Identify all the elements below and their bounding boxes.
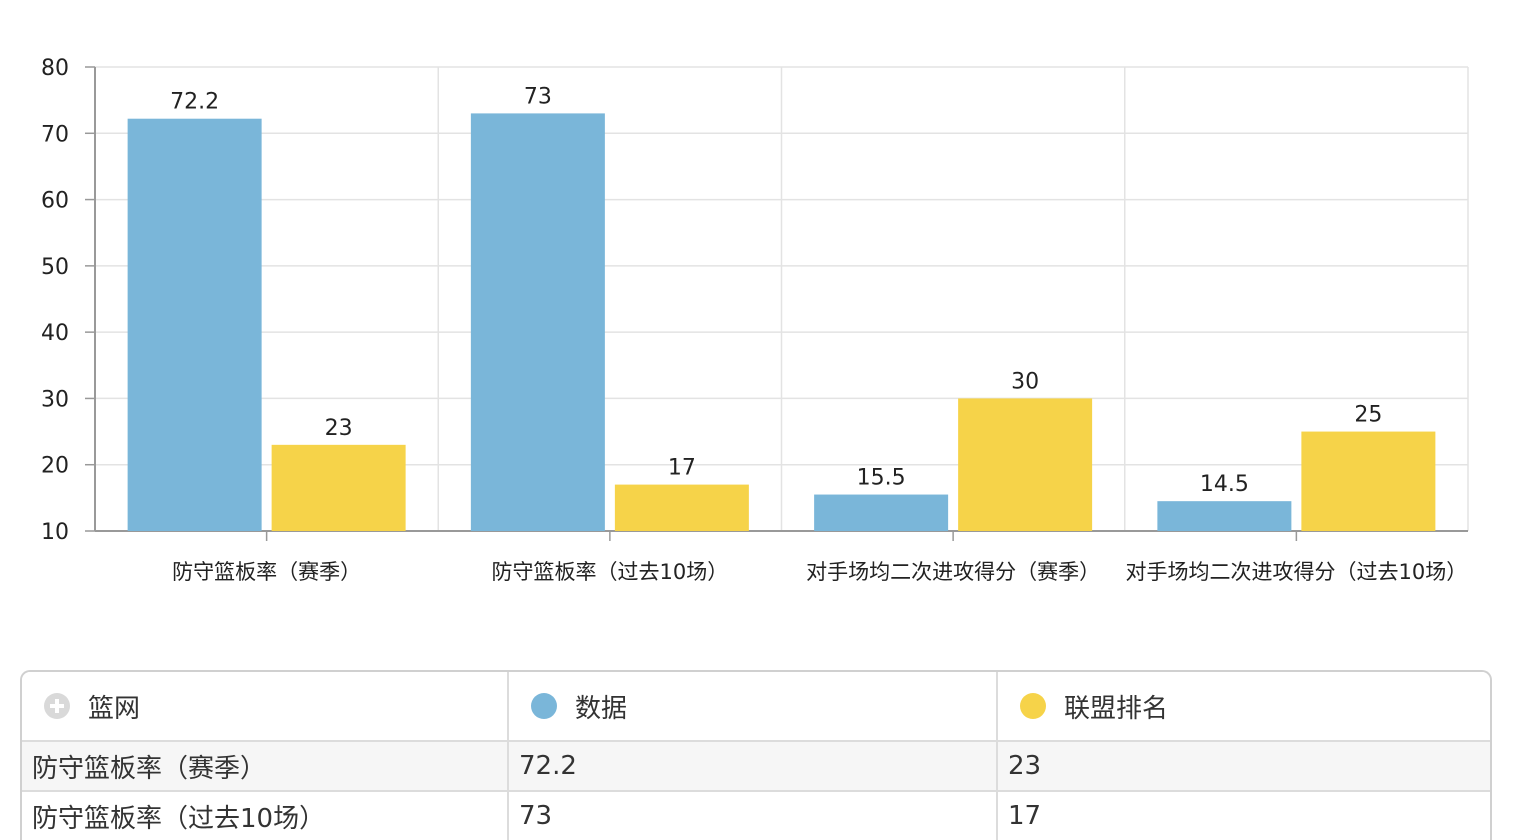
- y-tick-label: 70: [41, 122, 69, 147]
- data-label: 14.5: [1200, 472, 1249, 497]
- table-row: 防守篮板率（赛季） 72.2 23: [22, 740, 1490, 790]
- row-value-cell: 73: [509, 792, 998, 840]
- y-tick-label: 10: [41, 520, 69, 545]
- y-tick-label: 30: [41, 387, 69, 412]
- data-label: 73: [524, 84, 552, 109]
- table-row: 防守篮板率（过去10场） 73 17: [22, 790, 1490, 840]
- data-label: 30: [1011, 369, 1039, 394]
- header-rank-cell[interactable]: 联盟排名: [998, 672, 1490, 740]
- series-data-legend-dot: [531, 693, 557, 719]
- bar-rank: [958, 398, 1093, 531]
- row-rank-cell: 17: [1008, 801, 1042, 831]
- y-tick-label: 60: [41, 189, 69, 214]
- bar-data: [814, 494, 949, 531]
- y-tick-label: 40: [41, 321, 69, 346]
- y-tick-label: 20: [41, 454, 69, 479]
- bar-rank: [614, 484, 749, 531]
- data-label: 25: [1354, 403, 1382, 428]
- expand-plus-icon[interactable]: [44, 693, 70, 719]
- y-tick-label: 50: [41, 255, 69, 280]
- series-rank-legend-dot: [1020, 693, 1046, 719]
- data-table: 篮网 数据 联盟排名 防守篮板率（赛季） 72.2 23 防守篮板率（过去10场…: [20, 670, 1492, 840]
- header-team-cell: 篮网: [22, 672, 509, 740]
- header-data-cell[interactable]: 数据: [509, 672, 998, 740]
- data-label: 15.5: [857, 466, 906, 491]
- x-tick-label: 防守篮板率（过去10场）: [492, 560, 729, 584]
- x-tick-label: 防守篮板率（赛季）: [172, 560, 361, 584]
- header-team-label: 篮网: [88, 693, 141, 724]
- bar-rank: [271, 444, 406, 531]
- row-label-cell: 防守篮板率（过去10场）: [22, 792, 509, 840]
- data-label: 17: [668, 456, 696, 481]
- x-tick-label: 对手场均二次进攻得分（过去10场）: [1126, 560, 1468, 584]
- bar-chart: 10 20 30 40 50 60 70 80 72.2 23 防守篮板率（赛季） 73 17 防守篮板率…: [41, 56, 1469, 584]
- bar-data: [470, 113, 605, 532]
- data-label: 72.2: [170, 90, 219, 115]
- bar-data: [127, 118, 262, 532]
- bar-rank: [1301, 431, 1436, 531]
- row-label-cell: 防守篮板率（赛季）: [22, 742, 509, 790]
- y-tick-label: 80: [41, 56, 69, 81]
- bar-data: [1157, 501, 1292, 531]
- header-rank-label: 联盟排名: [1064, 693, 1169, 724]
- data-label: 23: [325, 416, 353, 441]
- header-data-label: 数据: [575, 693, 628, 724]
- x-tick-label: 对手场均二次进攻得分（赛季）: [806, 560, 1100, 584]
- row-rank-cell: 23: [1008, 751, 1042, 781]
- table-header-row: 篮网 数据 联盟排名: [22, 672, 1490, 740]
- row-value-cell: 72.2: [509, 742, 998, 790]
